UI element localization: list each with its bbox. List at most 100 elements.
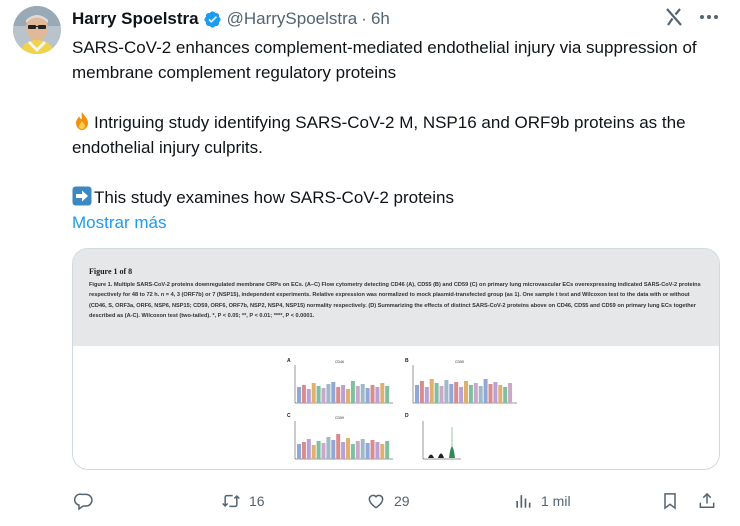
bookmark-button[interactable] <box>660 486 680 516</box>
avatar[interactable] <box>13 6 61 54</box>
thumbnail-bar <box>380 383 385 403</box>
thumbnail-bar <box>360 384 365 403</box>
thumbnail-bar <box>355 386 360 403</box>
thumbnail-bar <box>350 381 355 403</box>
views-icon <box>516 495 531 508</box>
thumbnail-bar <box>306 389 311 403</box>
media-image[interactable]: Figure 1 of 8 Figure 1. Multiple SARS-Co… <box>72 248 720 470</box>
show-more-link[interactable]: Mostrar más <box>72 213 167 232</box>
tweet-line-intriguing-text: Intriguing study identifying SARS-CoV-2 … <box>72 113 686 157</box>
thumbnail-bar <box>375 387 380 403</box>
thumbnail-bar <box>468 385 473 403</box>
bookmark-icon <box>664 493 676 510</box>
panel-a-plot <box>294 365 393 404</box>
thumbnail-bar <box>488 384 493 403</box>
panel-c-letter: C <box>287 413 291 419</box>
thumbnail-bar <box>493 382 498 403</box>
tweet-line-study-text: This study examines how SARS-CoV-2 prote… <box>94 188 454 207</box>
thumbnail-bar <box>459 387 464 403</box>
thumbnail-bar <box>336 434 341 459</box>
thumbnail-bar <box>385 386 390 403</box>
avatar-image <box>13 6 61 54</box>
thumbnail-bar <box>316 441 321 459</box>
reply-icon <box>74 493 93 511</box>
thumbnail-bar <box>311 383 316 403</box>
retweet-button[interactable]: 16 <box>221 486 265 516</box>
thumbnail-bar <box>444 380 449 403</box>
thumbnail-bar <box>301 442 306 459</box>
thumbnail-bar <box>316 386 321 403</box>
action-bar: 16 29 1 mil <box>0 486 740 516</box>
arrow-right-emoji <box>72 186 92 206</box>
thumbnail-bar <box>434 383 439 403</box>
figure-panels: A CD46 B CD55 C CD59 D <box>287 358 517 460</box>
fire-emoji <box>76 112 88 130</box>
thumbnail-bar <box>454 382 459 403</box>
more-icon[interactable] <box>697 6 721 28</box>
thumbnail-bar <box>424 387 429 403</box>
thumbnail-bar <box>415 385 419 403</box>
thumbnail-bar <box>370 440 375 459</box>
like-icon <box>368 494 384 509</box>
thumbnail-bar <box>385 441 390 459</box>
like-count: 29 <box>394 493 410 509</box>
panel-a-letter: A <box>287 358 291 364</box>
panel-b-letter: B <box>405 358 409 364</box>
thumbnail-bar <box>306 439 311 459</box>
thumbnail-bar <box>370 385 375 403</box>
thumbnail-bar <box>311 445 316 459</box>
panel-a-title: CD46 <box>335 360 344 364</box>
thumbnail-bar <box>341 385 346 403</box>
verified-badge-icon <box>204 10 221 28</box>
thumbnail-bar <box>301 385 306 403</box>
thumbnail-bar <box>419 381 424 403</box>
thumbnail-bar <box>321 443 326 459</box>
thumbnail-bar <box>297 444 301 459</box>
thumbnail-bar <box>297 387 301 403</box>
thumbnail-bar <box>346 438 350 459</box>
figure-caption-area: Figure 1 of 8 Figure 1. Multiple SARS-Co… <box>73 249 719 346</box>
retweet-icon <box>222 494 240 508</box>
figure-title: Figure 1 of 8 <box>89 267 133 276</box>
share-icon <box>699 492 715 508</box>
views-count: 1 mil <box>541 493 571 509</box>
thumbnail-bar <box>321 388 326 403</box>
retweet-count: 16 <box>249 493 265 509</box>
tweet-text: SARS-CoV-2 enhances complement-mediated … <box>72 35 722 235</box>
thumbnail-bar <box>439 386 444 403</box>
thumbnail-bar <box>429 379 434 403</box>
thumbnail-bar <box>355 441 360 459</box>
thumbnail-bar <box>498 385 503 403</box>
panel-c-plot <box>294 421 393 460</box>
thumbnail-bar <box>365 388 370 403</box>
thumbnail-bar <box>326 384 331 403</box>
thumbnail-bar <box>326 437 331 459</box>
author-handle[interactable]: @HarrySpoelstra <box>226 9 358 28</box>
grok-icon[interactable] <box>663 6 685 28</box>
thumbnail-bar <box>508 383 513 403</box>
panel-c-title: CD59 <box>335 416 344 420</box>
panel-d-letter: D <box>405 413 409 419</box>
thumbnail-bar <box>375 442 380 459</box>
share-button[interactable] <box>697 486 717 516</box>
thumbnail-bar <box>350 444 355 459</box>
thumbnail-bar <box>380 444 385 459</box>
separator-dot: · <box>361 9 367 28</box>
thumbnail-bar <box>331 382 336 403</box>
thumbnail-bar <box>464 381 468 403</box>
tweet-line-intriguing: Intriguing study identifying SARS-CoV-2 … <box>72 110 722 160</box>
timestamp[interactable]: 6h <box>370 9 390 28</box>
tweet-line-study: This study examines how SARS-CoV-2 prote… <box>72 185 722 210</box>
thumbnail-bar <box>365 443 370 459</box>
panel-b-plot <box>412 365 517 404</box>
like-button[interactable]: 29 <box>366 486 410 516</box>
thumbnail-bar <box>503 387 508 403</box>
panel-b-title: CD55 <box>455 360 464 364</box>
tweet-line-title: SARS-CoV-2 enhances complement-mediated … <box>72 38 697 82</box>
author-name[interactable]: Harry Spoelstra <box>72 9 199 28</box>
thumbnail-bar <box>483 379 488 403</box>
views-button[interactable]: 1 mil <box>513 486 571 516</box>
tweet-header: Harry Spoelstra @HarrySpoelstra · 6h <box>72 8 680 30</box>
reply-button[interactable] <box>74 486 102 516</box>
thumbnail-bar <box>449 384 454 403</box>
